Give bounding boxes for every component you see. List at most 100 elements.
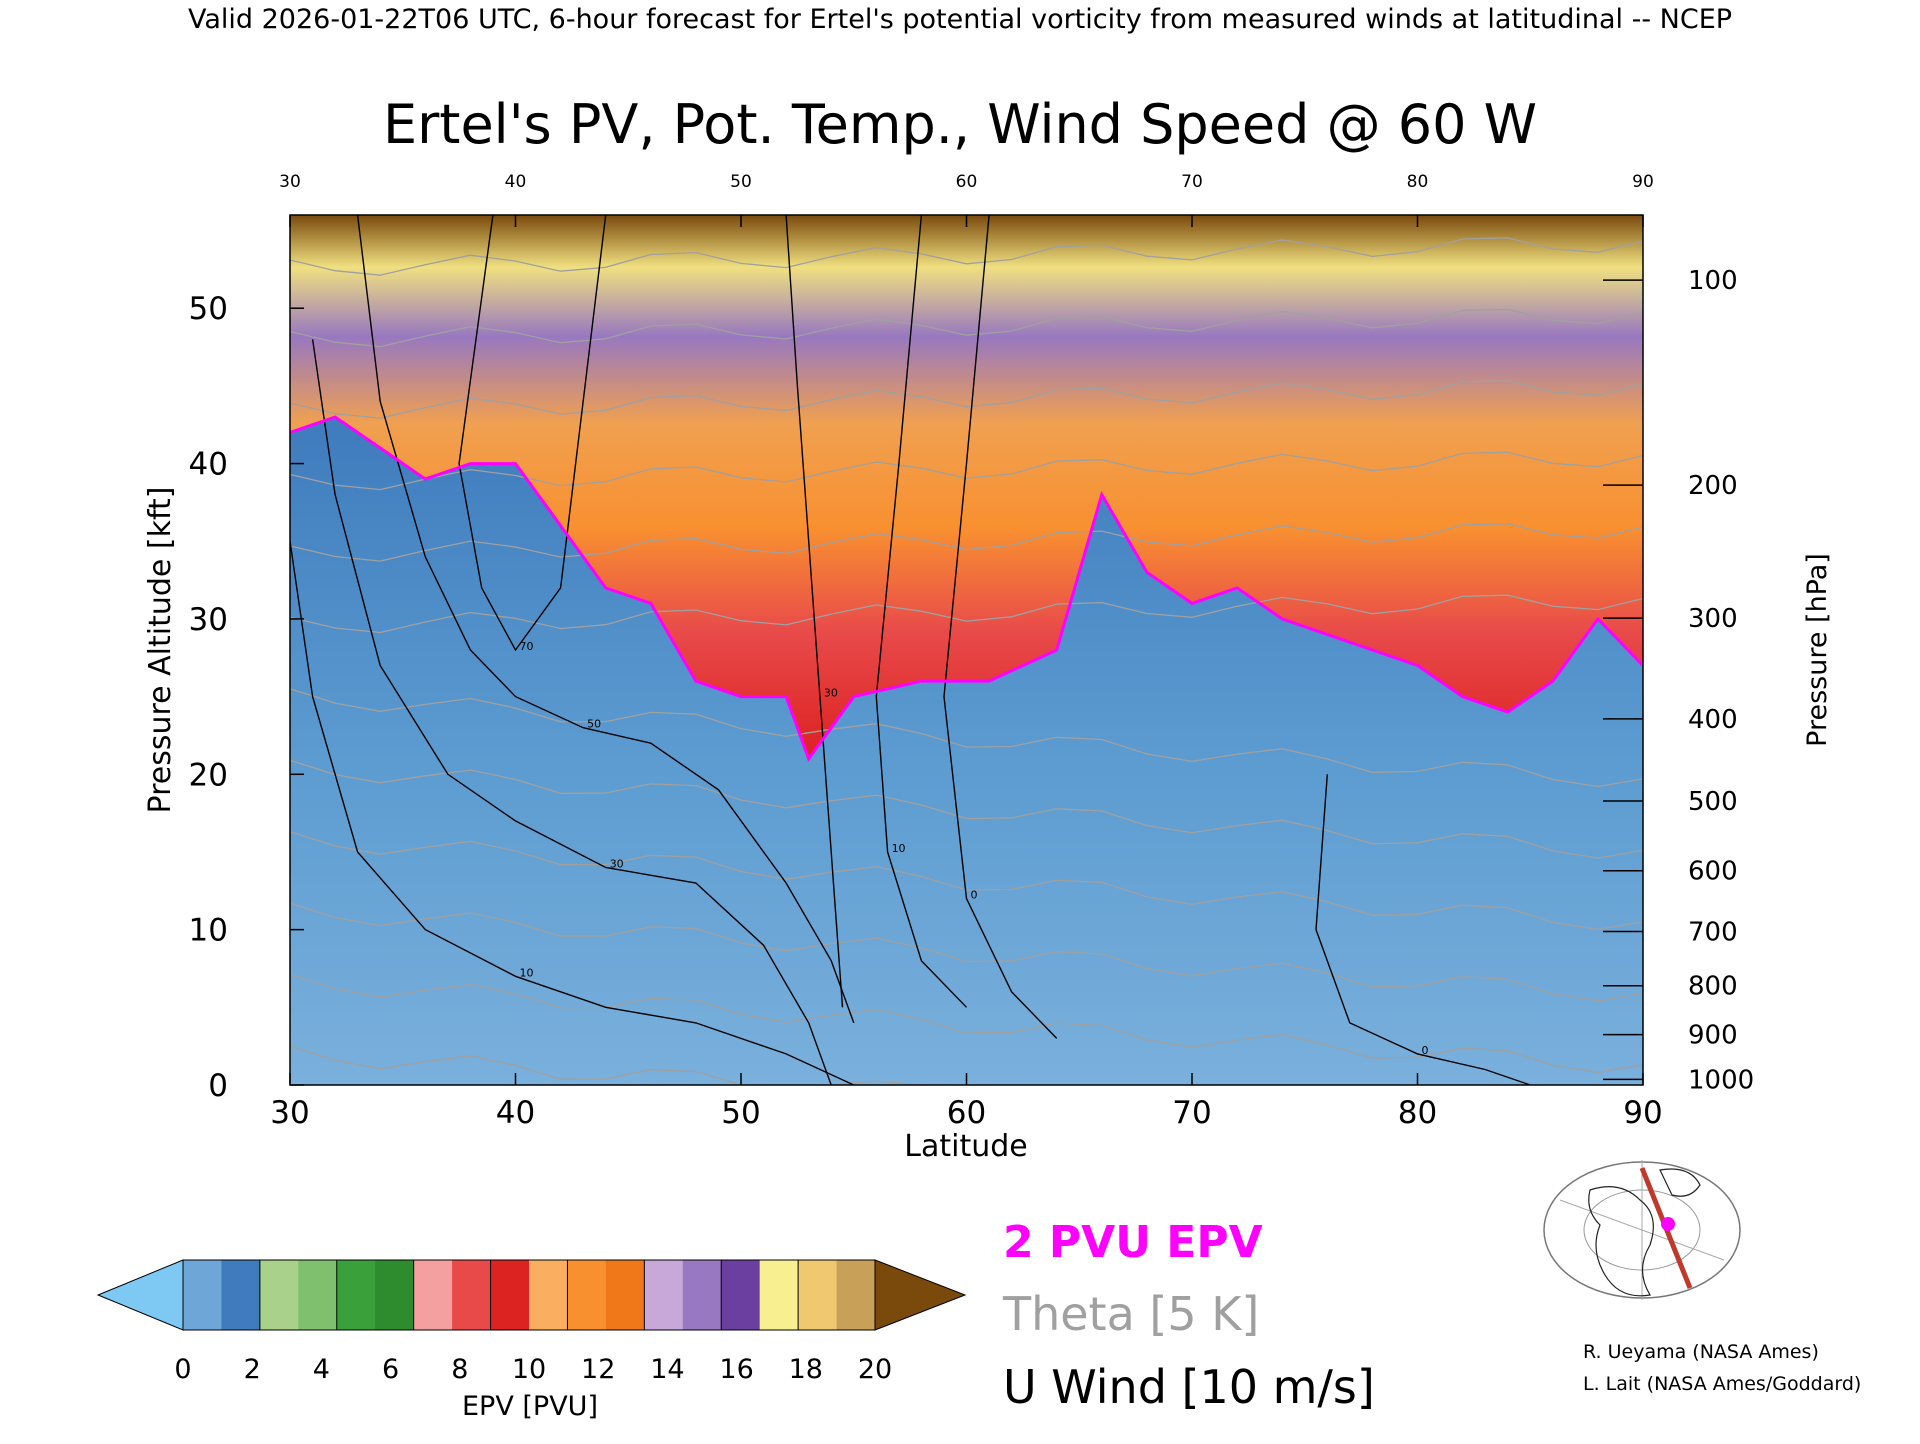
theta-contour (290, 902, 1643, 1002)
wind-contour-label: 10 (520, 966, 534, 979)
colorbar-tick-label: 8 (451, 1354, 468, 1385)
colorbar-tick-label: 18 (789, 1354, 823, 1385)
colorbar-swatch (798, 1260, 838, 1330)
colorbar-tick-label: 16 (719, 1354, 753, 1385)
credit-line-2: L. Lait (NASA Ames/Goddard) (1583, 1373, 1861, 1395)
pressure-tick-label: 100 (1688, 266, 1738, 296)
colorbar-swatch (529, 1260, 568, 1330)
colorbar-swatch (221, 1260, 261, 1330)
x-tick-label: 50 (721, 1095, 760, 1131)
x-tick-label: 40 (496, 1095, 535, 1131)
theta-contour (290, 237, 1643, 276)
theta-contour (290, 380, 1643, 419)
colorbar-tick-label: 14 (650, 1354, 684, 1385)
wind-contour (875, 215, 968, 1008)
troposphere-fill (290, 417, 1643, 1085)
pressure-tick-label: 900 (1688, 1021, 1738, 1051)
pressure-axis-ticks: 100 200 300 400 500 600 700 800 900 1000 (1603, 266, 1754, 1095)
map-coastline (1588, 1186, 1654, 1297)
colorbar (96, 1259, 967, 1331)
y-axis-label: Pressure Altitude [kft] (143, 487, 178, 814)
x-tick-label: 30 (270, 1095, 309, 1131)
wind-contour (785, 215, 844, 1008)
top-axis-ticks: 30 40 50 60 70 80 90 (279, 172, 1654, 227)
colorbar-swatch (682, 1260, 722, 1330)
top-tick-label: 90 (1632, 172, 1654, 192)
theta-contour (290, 1045, 1643, 1085)
wind-contour (311, 339, 832, 1085)
theta-contour (290, 831, 1643, 931)
wind-contour (290, 541, 855, 1085)
top-tick-label: 50 (730, 172, 752, 192)
colorbar-swatch (413, 1260, 453, 1330)
wind-contour-label: 50 (587, 718, 601, 731)
y-tick-label: 30 (189, 602, 228, 638)
x-tick-label: 90 (1623, 1095, 1662, 1131)
y-tick-label: 10 (189, 913, 228, 949)
pressure-tick-label: 500 (1688, 787, 1738, 817)
colorbar-tick-label: 6 (382, 1354, 399, 1385)
x-tick-label: 70 (1172, 1095, 1211, 1131)
theta-contour (290, 759, 1643, 859)
top-tick-label: 60 (956, 172, 978, 192)
y-tick-label: 20 (189, 757, 228, 793)
top-tick-label: 30 (279, 172, 301, 192)
colorbar-swatch (259, 1260, 299, 1330)
pressure-tick-label: 400 (1688, 705, 1738, 735)
pressure-tick-label: 300 (1688, 604, 1738, 634)
y2-axis-label: Pressure [hPa] (1802, 553, 1833, 747)
colorbar-swatch (183, 1260, 222, 1330)
colorbar-swatch (490, 1260, 530, 1330)
wind-contour (1315, 774, 1531, 1085)
colorbar-swatch (644, 1260, 684, 1330)
pressure-tick-label: 600 (1688, 857, 1738, 887)
x-axis-label: Latitude (904, 1129, 1027, 1164)
colorbar-tick-label: 2 (244, 1354, 261, 1385)
colorbar-swatch (567, 1260, 607, 1330)
pressure-tick-label: 1000 (1688, 1065, 1754, 1095)
pressure-tick-label: 200 (1688, 471, 1738, 501)
y-axis-ticks: 0 10 20 30 40 50 (189, 291, 304, 1104)
colorbar-swatch (452, 1260, 492, 1330)
colorbar-tick-label: 12 (581, 1354, 615, 1385)
chart-title: Ertel's PV, Pot. Temp., Wind Speed @ 60 … (383, 93, 1537, 156)
y-tick-label: 40 (189, 447, 228, 483)
wind-contour-label: 10 (892, 842, 906, 855)
plot-area: 70 50 30 10 30 10 0 0 (290, 215, 1643, 1085)
legend-entry: U Wind [10 m/s] (1003, 1360, 1375, 1414)
theta-contour (290, 451, 1643, 491)
colorbar-tick-labels: 0 2 4 6 8 10 12 14 16 18 20 (174, 1354, 892, 1385)
colorbar-tick-label: 0 (174, 1354, 191, 1385)
legend-entry: Theta [5 K] (1002, 1287, 1259, 1341)
theta-contour (290, 308, 1643, 348)
colorbar-low-arrow (96, 1259, 184, 1331)
map-coastline-greenland (1659, 1168, 1701, 1197)
colorbar-swatch (759, 1260, 799, 1330)
credit-line-1: R. Ueyama (NASA Ames) (1583, 1341, 1819, 1363)
colorbar-swatch (336, 1260, 376, 1330)
wind-contour-label: 0 (1422, 1044, 1429, 1057)
legend: 2 PVU EPV Theta [5 K] U Wind [10 m/s] (1002, 1217, 1375, 1414)
theta-contours (290, 237, 1643, 1085)
top-tick-label: 40 (505, 172, 527, 192)
theta-contour (290, 974, 1643, 1074)
x-tick-label: 80 (1398, 1095, 1437, 1131)
wind-contour (356, 215, 855, 1024)
pressure-tick-label: 700 (1688, 918, 1738, 948)
wind-contour-label: 30 (824, 687, 838, 700)
map-point-marker (1661, 1217, 1675, 1231)
colorbar-label: EPV [PVU] (462, 1391, 598, 1422)
colorbar-swatch (605, 1260, 645, 1330)
valid-time-header: Valid 2026-01-22T06 UTC, 6-hour forecast… (188, 4, 1732, 35)
colorbar-tick-label: 20 (858, 1354, 892, 1385)
wind-contour-label: 0 (971, 889, 978, 902)
colorbar-swatch (375, 1260, 415, 1330)
top-tick-label: 70 (1181, 172, 1203, 192)
y-tick-label: 50 (189, 291, 228, 327)
wind-contours: 70 50 30 10 30 10 0 0 (290, 215, 1531, 1085)
x-tick-label: 60 (947, 1095, 986, 1131)
locator-map (1543, 1155, 1741, 1305)
wind-contour-label: 30 (610, 858, 624, 871)
